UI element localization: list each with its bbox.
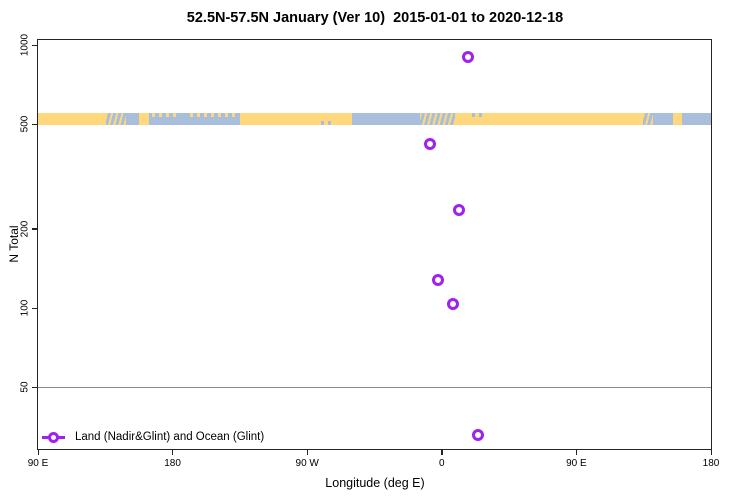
strip-ocean-segment — [126, 113, 139, 125]
strip-mixed-segment — [105, 113, 127, 125]
data-point — [423, 138, 436, 151]
strip-mixed-segment — [420, 113, 456, 125]
x-tick-mark — [441, 450, 443, 455]
strip-land-segment — [455, 113, 644, 125]
y-tick-mark — [32, 228, 37, 230]
data-point — [452, 204, 465, 217]
strip-ocean-segment — [149, 113, 240, 125]
strip-mixed-segment — [643, 113, 654, 125]
y-tick-mark — [32, 307, 37, 309]
y-tick-mark — [32, 44, 37, 46]
data-point — [461, 51, 474, 64]
y-tick-label: 500 — [19, 115, 31, 133]
data-point — [472, 428, 485, 441]
strip-land-segment — [239, 113, 353, 125]
x-tick-mark — [575, 450, 578, 455]
x-tick-mark — [306, 450, 308, 455]
rule-n50 — [38, 387, 711, 389]
x-tick-label: 180 — [702, 458, 720, 469]
y-tick-mark — [32, 123, 37, 125]
y-tick-label: 1000 — [19, 33, 31, 57]
strip-land-speckle — [152, 113, 176, 118]
x-tick-label: 90 E — [566, 458, 587, 469]
strip-ocean-segment — [653, 113, 674, 125]
x-tick-mark — [710, 450, 712, 455]
chart-title: 52.5N-57.5N January (Ver 10) 2015-01-01 … — [186, 10, 564, 26]
x-tick-mark — [37, 450, 39, 455]
data-point — [447, 297, 460, 310]
y-tick-label: 50 — [19, 381, 31, 393]
strip-land-segment — [138, 113, 150, 125]
x-tick-label: 180 — [164, 458, 181, 469]
y-tick-label: 100 — [19, 299, 31, 317]
strip-land-speckle — [190, 113, 236, 118]
plot-area: Land (Nadir&Glint) and Ocean (Glint) — [37, 39, 712, 450]
strip-land-segment — [38, 113, 106, 125]
strip-ocean-speckle — [320, 120, 332, 125]
coastline-strip — [38, 113, 711, 125]
x-tick-label: 90 W — [295, 458, 319, 469]
y-tick-label: 200 — [19, 220, 31, 238]
x-tick-label: 90 E — [27, 458, 49, 469]
y-tick-mark — [32, 386, 37, 388]
strip-ocean-segment — [352, 113, 421, 125]
x-tick-label: 0 — [439, 458, 445, 469]
legend-point-symbol — [47, 431, 59, 443]
strip-land-segment — [673, 113, 683, 125]
data-point — [432, 273, 445, 286]
strip-ocean-speckle — [472, 113, 484, 118]
legend-label: Land (Nadir&Glint) and Ocean (Glint) — [75, 431, 265, 443]
x-axis-title: Longitude (deg E) — [325, 476, 425, 490]
x-tick-mark — [172, 450, 174, 455]
strip-ocean-segment — [682, 113, 711, 125]
legend-line-symbol — [42, 435, 65, 439]
